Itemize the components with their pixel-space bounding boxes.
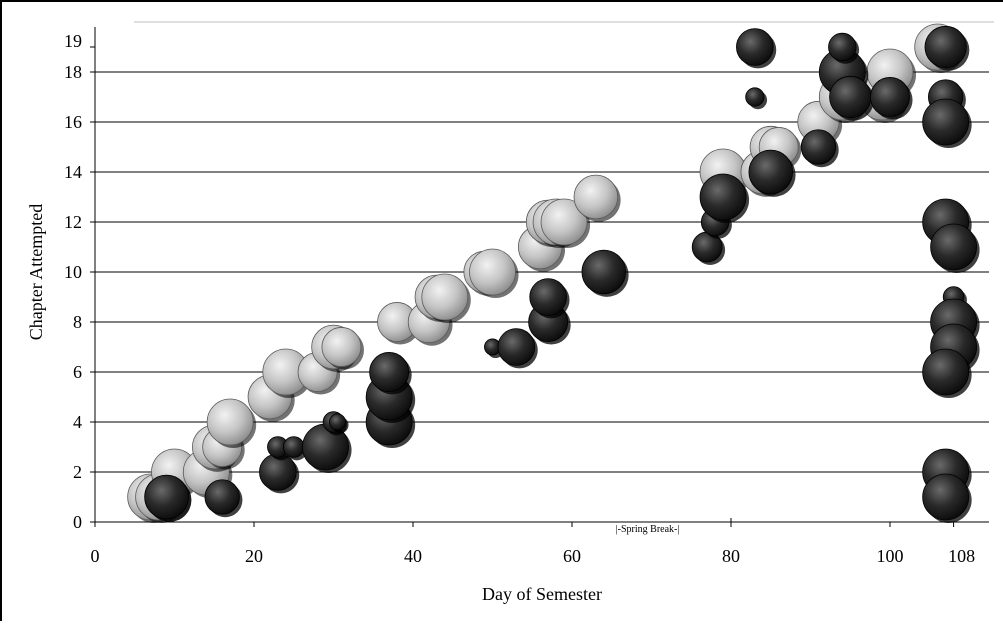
dark-bubble (144, 474, 189, 520)
light-bubble (421, 273, 469, 321)
y-tick-label: 4 (73, 412, 82, 432)
y-tick-label: 16 (64, 112, 82, 132)
y-tick-label: 12 (64, 212, 82, 232)
dark-bubble (529, 278, 567, 316)
dark-bubble (282, 436, 305, 458)
dark-bubble (204, 479, 240, 515)
x-tick-label: 40 (404, 546, 422, 566)
light-bubble (573, 174, 619, 220)
dark-bubble (800, 129, 837, 165)
spring-break-annotation: |-Spring Break-| (616, 524, 680, 535)
bubbles (127, 23, 980, 523)
x-tick-label: 60 (563, 546, 581, 566)
dark-bubble (924, 25, 967, 69)
dark-bubble (922, 473, 970, 521)
dark-bubble (369, 352, 410, 392)
y-tick-label: 8 (73, 312, 82, 332)
y-tick-label: 18 (64, 62, 82, 82)
dark-bubble (497, 328, 536, 366)
y-tick-label: 2 (73, 462, 82, 482)
dark-bubble (748, 149, 794, 195)
dark-bubble (581, 249, 627, 295)
dark-bubble (736, 28, 774, 66)
light-bubble (206, 398, 254, 446)
x-tick-label: 0 (91, 546, 100, 566)
x-tick-label: 100 (877, 546, 904, 566)
light-bubble (540, 198, 588, 246)
y-tick-label: 19 (64, 31, 82, 51)
y-tick-label: 14 (64, 162, 82, 182)
dark-bubble (699, 173, 747, 221)
x-tick-label: 20 (245, 546, 263, 566)
dark-bubble (930, 223, 977, 271)
dark-bubble (745, 87, 765, 107)
dark-bubble (922, 348, 970, 396)
dark-bubble (828, 32, 857, 62)
x-tick-label: 108 (948, 546, 975, 566)
light-bubble (321, 327, 362, 367)
dark-bubble (922, 98, 970, 146)
dark-bubble (829, 75, 872, 119)
y-axis-title: Chapter Attempted (26, 204, 46, 340)
axes (90, 27, 989, 527)
y-tick-label: 0 (73, 512, 82, 532)
y-tick-label: 6 (73, 362, 82, 382)
dark-bubble (870, 77, 910, 117)
x-tick-label: 80 (722, 546, 740, 566)
y-tick-label: 10 (64, 262, 82, 282)
light-bubble (469, 248, 516, 296)
x-axis-title: Day of Semester (482, 584, 602, 604)
dark-bubble (329, 413, 346, 431)
tick-labels: 0 2 4 6 8 10 12 14 16 18 19 0 20 40 60 80 100 108 (64, 31, 975, 566)
